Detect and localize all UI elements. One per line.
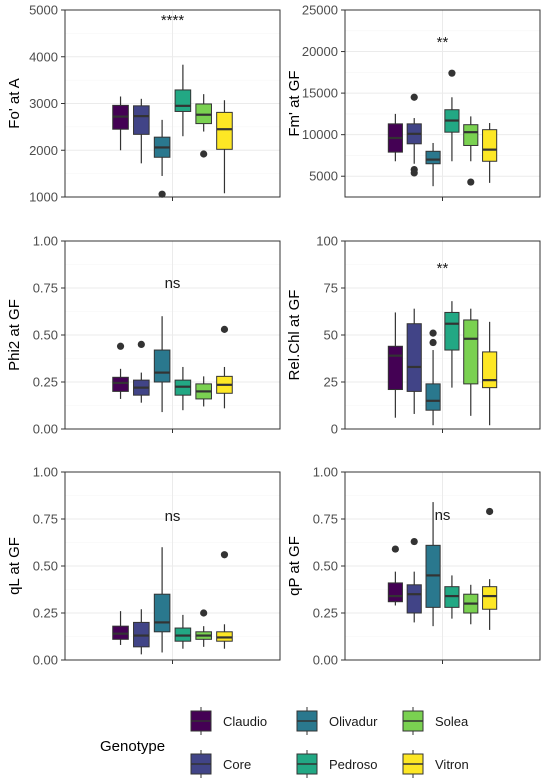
box-claudio	[387, 582, 403, 603]
box-core	[406, 584, 422, 614]
box-vitron	[482, 351, 498, 389]
legend-label-core: Core	[223, 757, 251, 772]
y-tick-label: 0.50	[33, 559, 58, 574]
box-outlier-point	[200, 150, 208, 158]
y-tick-label: 1000	[29, 190, 58, 205]
box-outlier-point	[410, 537, 418, 546]
box-vitron	[482, 129, 498, 162]
y-tick-label: 1.00	[33, 234, 58, 249]
box-vitron	[482, 586, 498, 610]
box-solea	[463, 319, 479, 385]
box-outlier-point	[116, 342, 125, 350]
box-core	[406, 323, 422, 392]
y-tick-label: 1.00	[33, 465, 58, 480]
box-solea	[463, 124, 479, 146]
box-outlier-point	[448, 69, 456, 77]
y-tick-label: 15000	[302, 86, 338, 101]
y-tick-label: 4000	[29, 49, 58, 64]
box-claudio	[112, 376, 129, 392]
box-outlier-point	[410, 165, 418, 174]
y-tick-label: 10000	[302, 127, 338, 142]
box-outlier-point	[410, 93, 418, 101]
box-outlier-point	[429, 329, 437, 337]
y-tick-label: 0.25	[33, 606, 58, 621]
legend-label-solea: Solea	[435, 714, 469, 729]
y-axis-label: qP at GF	[286, 536, 303, 596]
box-outlier-point	[137, 340, 145, 348]
y-tick-label: 20000	[302, 44, 338, 59]
y-axis-label: Rel.Chl at GF	[286, 290, 303, 381]
box-pedroso	[444, 311, 460, 351]
y-tick-label: 3000	[29, 96, 58, 111]
significance-label: **	[437, 260, 449, 277]
box-outlier-point	[158, 190, 166, 198]
box-claudio	[387, 345, 403, 391]
y-axis-label: Fo' at A	[6, 78, 23, 128]
significance-label: ns	[435, 507, 451, 524]
box-pedroso	[174, 89, 192, 112]
box-outlier-point	[220, 551, 229, 559]
y-tick-label: 75	[324, 281, 338, 296]
y-tick-label: 0.75	[313, 512, 338, 527]
significance-label: ns	[165, 508, 181, 525]
y-tick-label: 0.75	[33, 281, 58, 296]
box-outlier-point	[391, 545, 399, 553]
legend-title: Genotype	[100, 738, 165, 755]
box-vitron	[216, 111, 233, 150]
box-olivadur	[153, 349, 171, 383]
y-tick-label: 0.50	[33, 328, 58, 343]
significance-label: **	[437, 34, 449, 51]
y-tick-label: 0.00	[33, 653, 58, 668]
box-outlier-point	[486, 507, 494, 516]
y-tick-label: 25000	[302, 3, 338, 18]
y-axis-label: Fm' at GF	[286, 70, 303, 136]
y-tick-label: 0	[331, 422, 338, 437]
y-tick-label: 5000	[29, 3, 58, 18]
legend-label-vitron: Vitron	[435, 757, 469, 772]
box-olivadur	[153, 593, 171, 633]
legend-label-pedroso: Pedroso	[329, 757, 377, 772]
box-outlier-point	[200, 609, 208, 617]
significance-label: ns	[165, 275, 181, 292]
y-axis-label: qL at GF	[6, 537, 23, 595]
box-olivadur	[425, 150, 441, 165]
y-tick-label: 0.00	[33, 422, 58, 437]
y-tick-label: 2000	[29, 143, 58, 158]
box-olivadur	[425, 383, 441, 411]
y-tick-label: 50	[324, 328, 338, 343]
y-tick-label: 1.00	[313, 465, 338, 480]
box-outlier-point	[429, 338, 437, 347]
y-tick-label: 5000	[309, 169, 338, 184]
y-tick-label: 0.75	[33, 512, 58, 527]
legend-label-claudio: Claudio	[223, 714, 267, 729]
legend-label-olivadur: Olivadur	[329, 714, 378, 729]
y-tick-label: 0.00	[313, 653, 338, 668]
y-tick-label: 0.25	[33, 375, 58, 390]
y-tick-label: 0.25	[313, 606, 338, 621]
y-axis-label: Phi2 at GF	[6, 299, 23, 371]
box-outlier-point	[220, 325, 229, 333]
box-outlier-point	[467, 178, 475, 186]
y-tick-label: 0.50	[313, 559, 338, 574]
y-tick-label: 25	[324, 375, 338, 390]
significance-label: ****	[161, 12, 185, 29]
y-tick-label: 100	[316, 234, 338, 249]
box-core	[133, 105, 150, 135]
